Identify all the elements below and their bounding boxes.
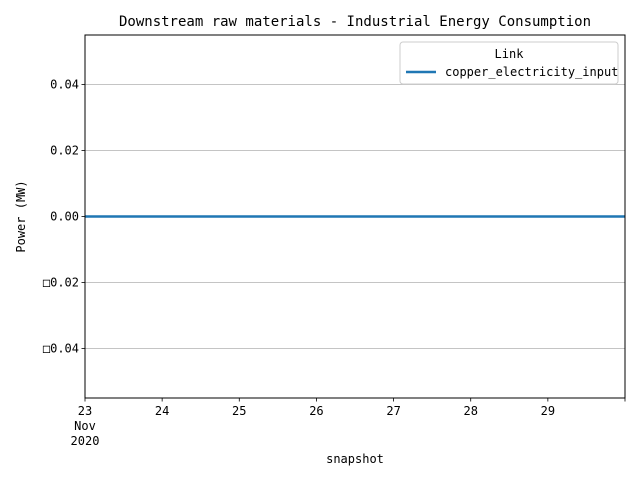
y-tick-label: 0.00 xyxy=(50,210,79,224)
chart-title: Downstream raw materials - Industrial En… xyxy=(119,14,591,30)
x-tick-label: 23 Nov 2020 xyxy=(71,404,100,448)
y-tick-label: 0.02 xyxy=(50,144,79,158)
legend-entry-label: copper_electricity_input xyxy=(445,65,618,79)
legend: Link copper_electricity_input xyxy=(399,41,619,85)
x-tick-label: 24 xyxy=(155,404,169,418)
legend-entries: copper_electricity_input xyxy=(406,65,618,79)
x-axis-label: snapshot xyxy=(326,452,384,466)
x-tick-label: 27 xyxy=(386,404,400,418)
y-tick-label: □0.02 xyxy=(43,276,79,290)
y-axis-ticks: 0.04 0.02 0.00 □0.02 □0.04 xyxy=(43,78,85,356)
legend-box xyxy=(399,41,619,85)
y-tick-label: 0.04 xyxy=(50,78,79,92)
x-tick-label: 25 xyxy=(232,404,246,418)
x-tick-label: 26 xyxy=(309,404,323,418)
x-tick-label: 29 xyxy=(541,404,555,418)
y-tick-label: □0.04 xyxy=(43,342,79,356)
legend-title: Link xyxy=(495,47,525,61)
y-axis-label: Power (MW) xyxy=(14,180,28,252)
x-axis-ticks: 23 Nov 2020 24 25 26 27 28 29 xyxy=(71,398,626,448)
x-tick-label: 28 xyxy=(463,404,477,418)
